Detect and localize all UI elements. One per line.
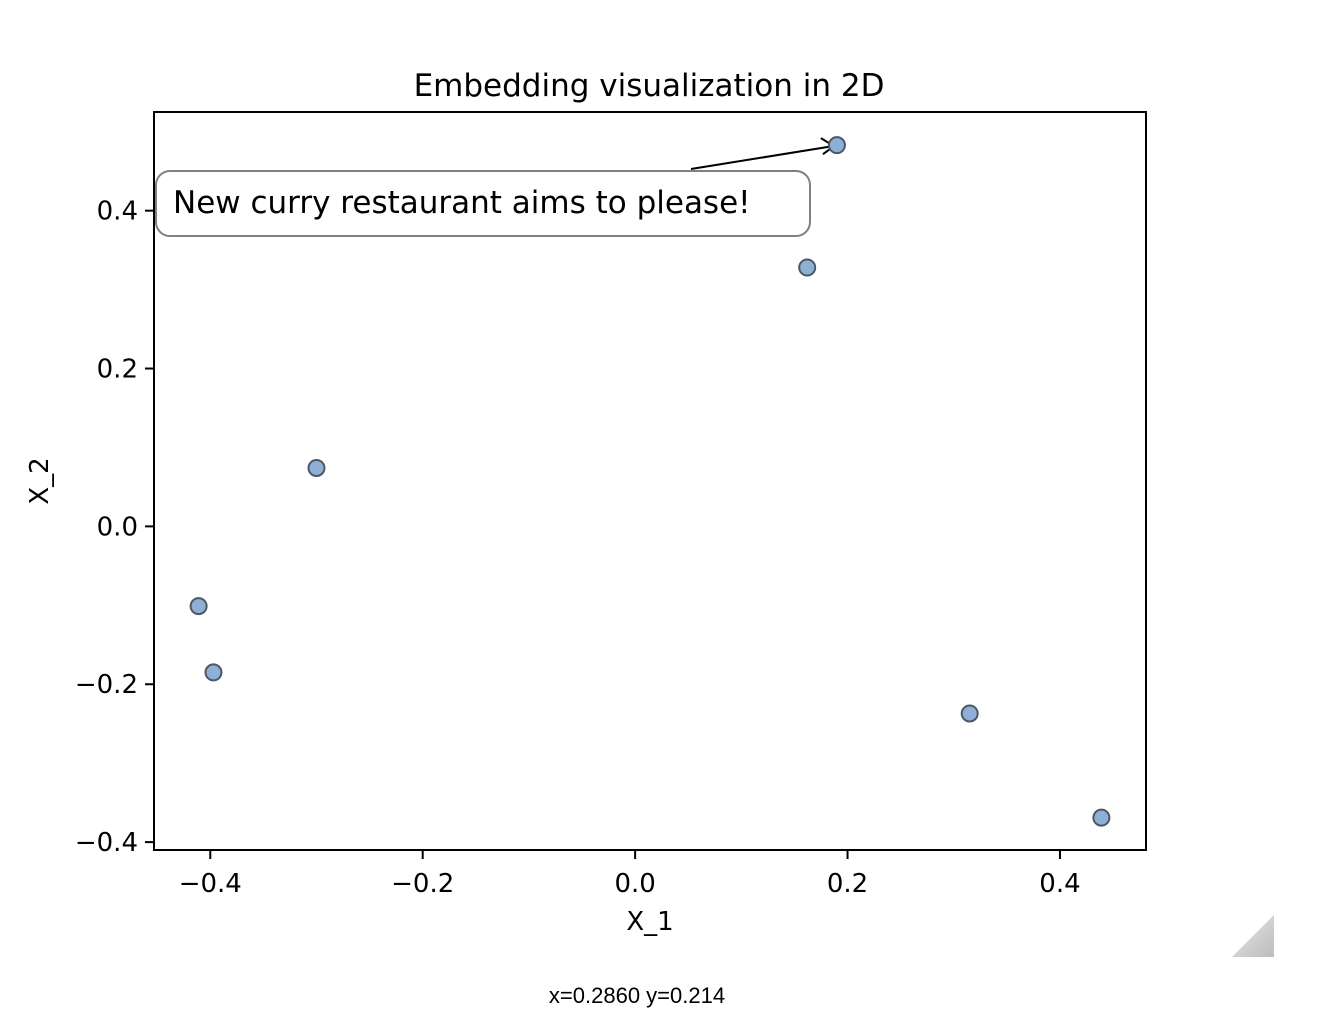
resize-grip-icon[interactable]: [1232, 915, 1274, 957]
annotation-text: New curry restaurant aims to please!: [173, 185, 751, 221]
data-point[interactable]: [827, 136, 846, 155]
y-tick-label: 0.4: [97, 197, 138, 227]
x-axis-label: X_1: [626, 907, 673, 937]
data-point[interactable]: [960, 704, 979, 723]
y-axis-label: X_2: [25, 457, 55, 504]
x-tick-label: 0.4: [1039, 869, 1080, 899]
x-tick-label: 0.2: [827, 869, 868, 899]
data-point[interactable]: [307, 458, 326, 477]
plot-area[interactable]: −0.4 −0.2 0.0 0.2 0.4 −0.4 −0.2 0.0 0.2 0.4 New cu…: [75, 111, 1147, 899]
y-tick-label: −0.2: [75, 670, 138, 700]
cursor-coordinate-readout: x=0.2860 y=0.214: [548, 983, 726, 1008]
x-tick-label: −0.4: [179, 869, 242, 899]
x-tick-label: 0.0: [614, 869, 655, 899]
y-tick-label: −0.4: [75, 828, 138, 858]
data-point[interactable]: [1092, 808, 1111, 827]
chart-title: Embedding visualization in 2D: [414, 68, 885, 104]
data-point[interactable]: [204, 663, 223, 682]
axes-frame: [153, 111, 1147, 851]
data-point[interactable]: [798, 258, 817, 277]
x-tick-label: −0.2: [391, 869, 454, 899]
y-tick-label: 0.2: [97, 355, 138, 385]
annotation-arrow: [690, 145, 834, 170]
y-tick-label: 0.0: [97, 512, 138, 542]
annotation-box: [155, 170, 811, 237]
data-point[interactable]: [189, 597, 208, 616]
